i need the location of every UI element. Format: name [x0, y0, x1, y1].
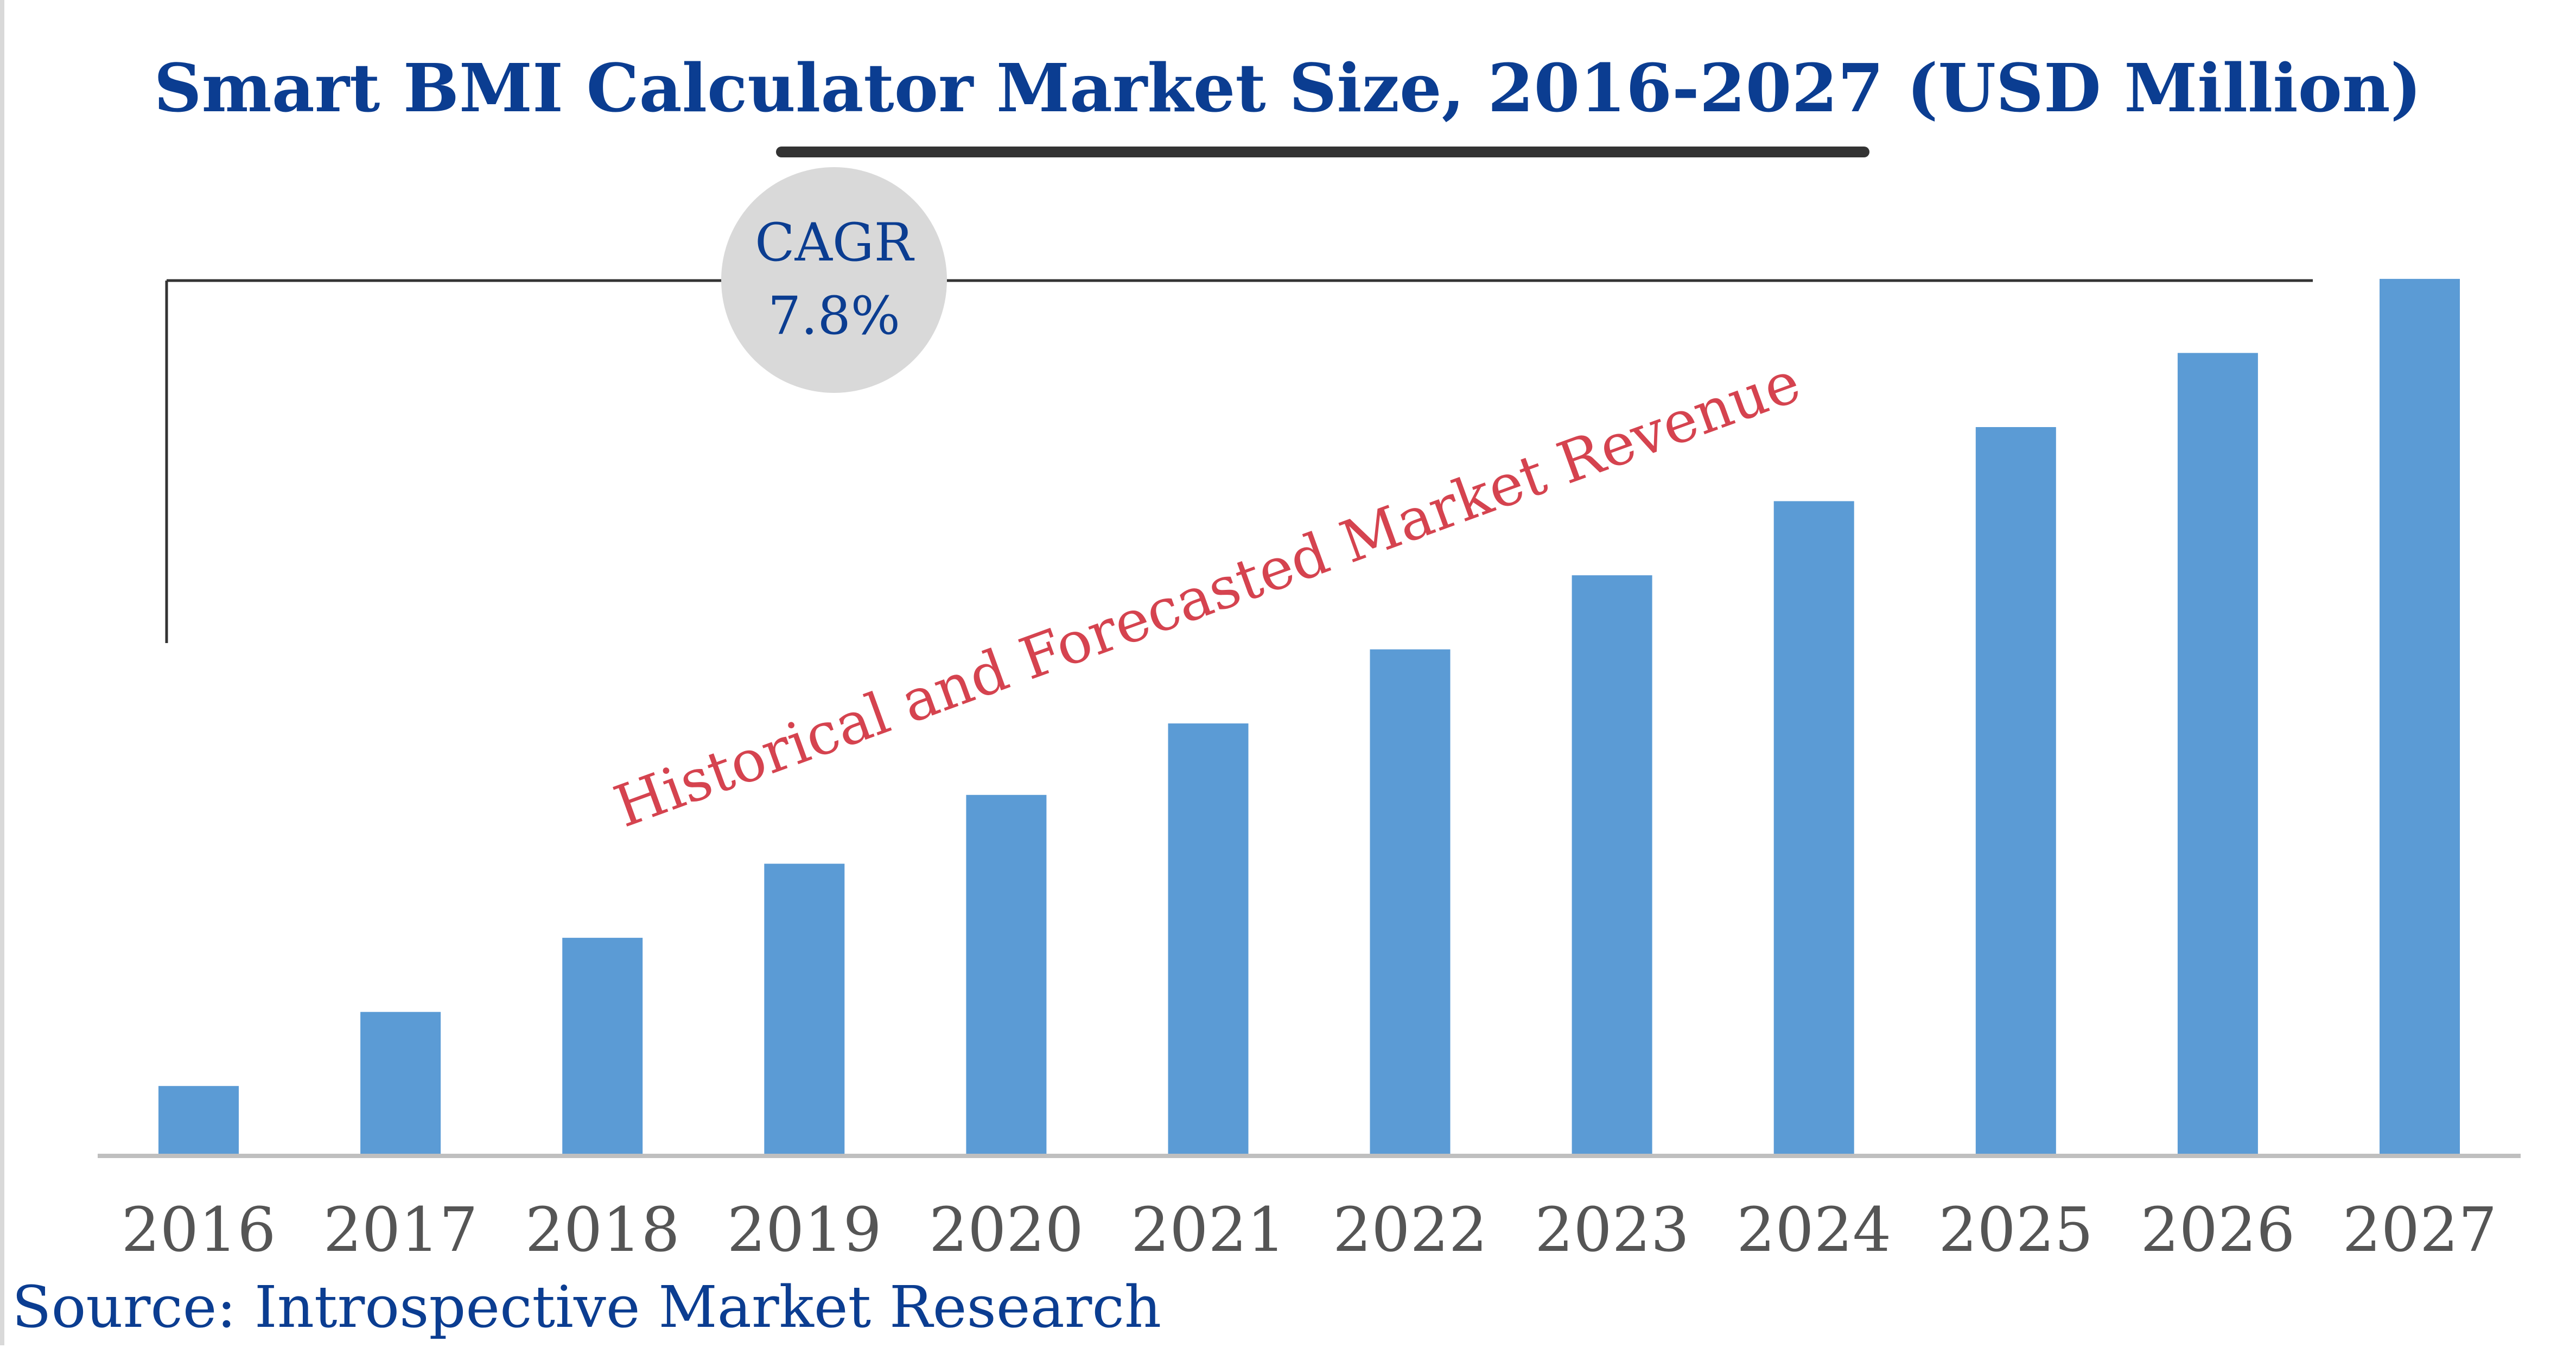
- bar-2024: [1773, 501, 1854, 1155]
- bar-2027: [2380, 278, 2460, 1155]
- bar-2025: [1975, 427, 2056, 1155]
- source-text: Source: Introspective Market Research: [12, 1274, 1161, 1340]
- bar-2022: [1370, 649, 1451, 1155]
- x-tick-2018: 2018: [525, 1195, 680, 1266]
- bar-2016: [158, 1086, 239, 1155]
- cagr-value: 7.8%: [768, 285, 900, 346]
- x-tick-2016: 2016: [121, 1195, 276, 1266]
- x-tick-2021: 2021: [1131, 1195, 1286, 1266]
- x-tick-2020: 2020: [929, 1195, 1084, 1266]
- x-tick-2017: 2017: [323, 1195, 478, 1266]
- bar-2023: [1572, 575, 1652, 1155]
- x-tick-2026: 2026: [2140, 1195, 2295, 1266]
- x-tick-2025: 2025: [1938, 1195, 2093, 1266]
- bar-2020: [966, 794, 1047, 1155]
- bars-group: [158, 278, 2460, 1155]
- x-tick-2022: 2022: [1333, 1195, 1487, 1266]
- bar-2017: [360, 1012, 441, 1155]
- x-tick-2024: 2024: [1737, 1195, 1891, 1266]
- x-tick-2027: 2027: [2342, 1195, 2497, 1266]
- cagr-label: CAGR: [755, 212, 914, 273]
- x-tick-2023: 2023: [1535, 1195, 1689, 1266]
- bar-2019: [764, 863, 845, 1155]
- left-frame-border: [0, 0, 4, 1345]
- chart-title: Smart BMI Calculator Market Size, 2016-2…: [154, 49, 2422, 127]
- cagr-badge: [721, 167, 947, 393]
- x-tick-labels: 2016 2017 2018 2019 2020 2021 2022 2023 2024 2025…: [121, 1195, 2497, 1266]
- bar-2021: [1168, 723, 1249, 1155]
- bar-2026: [2177, 353, 2258, 1155]
- bar-2018: [562, 938, 643, 1155]
- x-tick-2019: 2019: [727, 1195, 882, 1266]
